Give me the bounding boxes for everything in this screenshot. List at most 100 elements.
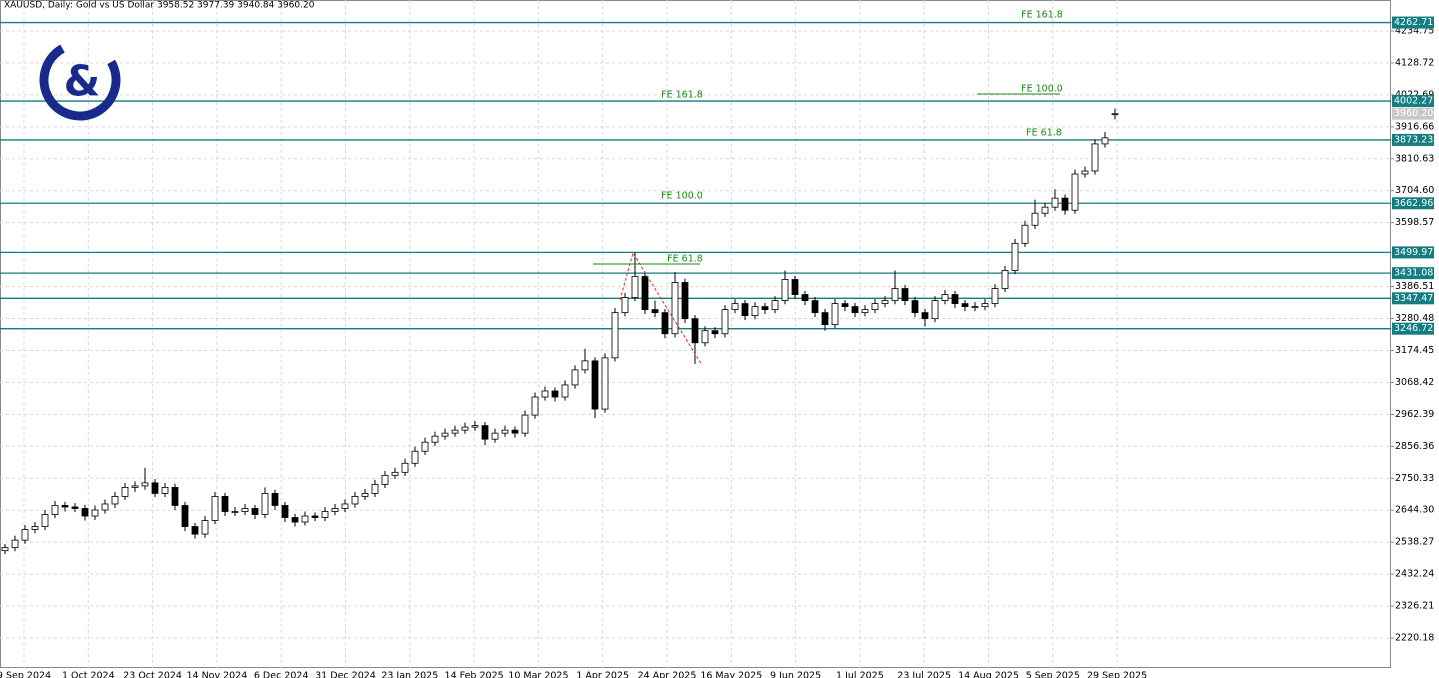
- current-price-box: [1392, 107, 1434, 120]
- candle-body: [331, 508, 339, 512]
- x-tick-label: 9 Jun 2025: [770, 671, 821, 678]
- candle-body: [421, 441, 429, 452]
- x-tick-label: 24 Apr 2025: [638, 671, 697, 678]
- candle-body: [531, 396, 539, 416]
- plot-frame: [0, 0, 1391, 668]
- candle-body: [561, 384, 569, 398]
- candle-body: [431, 435, 439, 443]
- candle-body: [261, 493, 269, 515]
- candle-body: [1091, 143, 1099, 172]
- candle-body: [1101, 137, 1109, 145]
- candle-body: [541, 390, 549, 398]
- candle-body: [1081, 170, 1089, 175]
- candle-body: [231, 511, 239, 513]
- candle-body: [251, 508, 259, 515]
- x-tick-label: 23 Oct 2024: [123, 671, 182, 678]
- candle-body: [691, 318, 699, 344]
- candle-body: [891, 288, 899, 301]
- candle-body: [31, 526, 39, 530]
- level-label-box: [1392, 16, 1434, 29]
- candle-body: [1031, 212, 1039, 226]
- x-tick-label: 6 Dec 2024: [254, 671, 309, 678]
- candle-body: [141, 482, 149, 487]
- level-label-box: [1392, 133, 1434, 146]
- candle-body: [1001, 270, 1009, 289]
- candle-body: [951, 294, 959, 304]
- candle-body: [461, 426, 469, 431]
- candle-body: [161, 486, 169, 494]
- candle-body: [241, 508, 249, 512]
- candle-body: [291, 517, 299, 523]
- y-tick-label: 2432.24: [1395, 569, 1434, 580]
- level-label-box: [1392, 292, 1434, 305]
- candle-body: [71, 506, 79, 509]
- candle-body: [861, 309, 869, 314]
- y-tick-label: 2220.18: [1395, 632, 1434, 643]
- fe-label: FE 61.8: [1026, 128, 1062, 139]
- candle-body: [601, 357, 609, 410]
- x-tick-label: 1 Oct 2024: [62, 671, 115, 678]
- candle-body: [751, 306, 759, 317]
- chart-title: XAUUSD, Daily: Gold vs US Dollar 3958.52…: [4, 1, 315, 11]
- x-tick-label: 9 Sep 2024: [0, 671, 51, 678]
- candle-body: [911, 300, 919, 314]
- candle-body: [101, 503, 109, 511]
- candle-body: [771, 300, 779, 311]
- fe-label: FE 100.0: [661, 191, 703, 202]
- fib-lines: [593, 93, 1060, 366]
- candle-body: [511, 429, 519, 434]
- candle-body: [931, 300, 939, 320]
- candle-body: [311, 515, 319, 518]
- y-tick-label: 3810.63: [1395, 153, 1434, 164]
- candle-body: [1041, 206, 1049, 214]
- candle-body: [61, 505, 69, 508]
- candle-body: [351, 496, 359, 505]
- y-tick-label: 3174.45: [1395, 345, 1434, 356]
- x-tick-label: 1 Jul 2025: [836, 671, 884, 678]
- candle-body: [411, 450, 419, 464]
- x-tick-label: 23 Jan 2025: [381, 671, 438, 678]
- x-tick-label: 5 Sep 2025: [1026, 671, 1080, 678]
- candle-body: [1061, 197, 1069, 211]
- candle-body: [1021, 224, 1029, 244]
- level-label: 3246.72: [1394, 323, 1433, 334]
- candle-body: [611, 312, 619, 359]
- current-price-label: 3960.20: [1394, 108, 1433, 119]
- candle-body: [321, 511, 329, 518]
- candle-body: [301, 515, 309, 523]
- level-label-box: [1392, 95, 1434, 108]
- candle-body: [201, 520, 209, 535]
- x-tick-label: 16 May 2025: [700, 671, 762, 678]
- level-label-box: [1392, 267, 1434, 280]
- x-tick-label: 14 Nov 2024: [186, 671, 247, 678]
- candle-body: [571, 369, 579, 386]
- candle-body: [991, 288, 999, 304]
- y-tick-label: 4022.69: [1395, 89, 1434, 100]
- candle-body: [591, 360, 599, 410]
- candle-body: [981, 303, 989, 308]
- y-tick-label: 3916.66: [1395, 121, 1434, 132]
- y-tick-label: 2538.27: [1395, 537, 1434, 548]
- y-tick-label: 3068.42: [1395, 377, 1434, 388]
- x-tick-label: 23 Jul 2025: [897, 671, 951, 678]
- candle-body: [1111, 113, 1119, 116]
- level-label-box: [1392, 197, 1434, 210]
- level-label-box: [1392, 322, 1434, 335]
- level-label: 3499.97: [1394, 247, 1433, 258]
- x-tick-label: 1 Apr 2025: [576, 671, 629, 678]
- candle-body: [921, 312, 929, 320]
- y-tick-label: 2326.21: [1395, 601, 1434, 612]
- x-tick-label: 31 Dec 2024: [315, 671, 376, 678]
- candle-body: [341, 503, 349, 509]
- candle-body: [211, 496, 219, 521]
- candle-body: [661, 312, 669, 335]
- candle-body: [271, 493, 279, 506]
- candle-body: [451, 429, 459, 434]
- candle-body: [711, 330, 719, 335]
- candle-body: [1051, 197, 1059, 208]
- candle-body: [471, 425, 479, 428]
- y-tick-label: 4128.72: [1395, 57, 1434, 68]
- candle-body: [671, 282, 679, 335]
- fe-label: FE 100.0: [1021, 84, 1063, 95]
- y-tick-label: 3704.60: [1395, 185, 1434, 196]
